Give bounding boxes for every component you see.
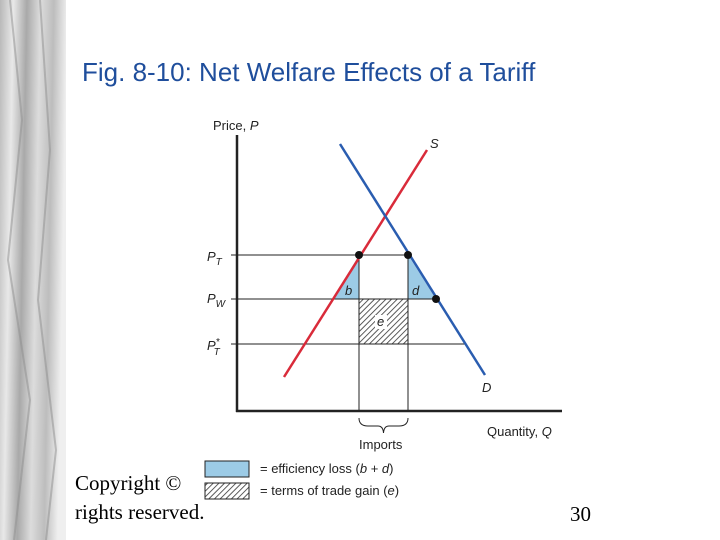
imports-bracket [358,417,409,434]
x-axis-label: Quantity, Q [487,424,552,439]
guide-lines [231,254,465,411]
marble-veins [6,0,58,540]
copyright-text: Copyright © [75,471,181,495]
price-label: PT [207,249,223,268]
curve-label: S [430,136,439,151]
region-label: e [377,314,384,329]
copyright-text: rights reserved. [75,500,204,524]
bracket-label: Imports [359,437,403,452]
y-axis-label: Price, P [213,118,259,133]
region-label: d [412,283,420,298]
price-label: PW [207,291,227,310]
legend-text: = efficiency loss (b + d) [260,461,393,476]
legend-swatch [204,482,250,500]
supply-curve [282,149,429,378]
legend-text: = terms of trade gain (e) [260,483,399,498]
region-label: b [345,283,352,298]
points [355,251,440,303]
page-number: 30 [570,502,591,526]
label-bg [375,315,387,329]
price-label: P* T [207,337,221,358]
curve-label: D [482,380,491,395]
slide-title: Fig. 8-10: Net Welfare Effects of a Tari… [82,57,536,87]
legend-swatch [204,460,250,478]
demand-curve [338,143,487,376]
